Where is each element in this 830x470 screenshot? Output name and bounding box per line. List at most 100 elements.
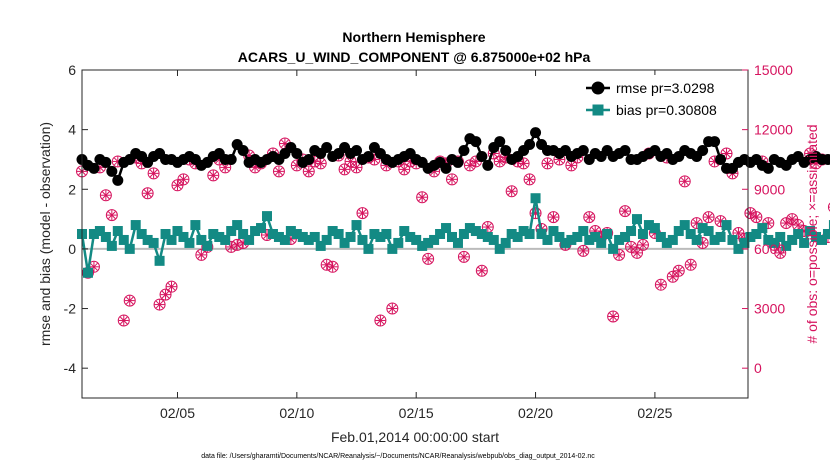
- obs-possible-point: [475, 264, 488, 277]
- bias-point: [429, 234, 440, 245]
- bias-point: [291, 229, 302, 239]
- rmse-point: [351, 145, 363, 157]
- asterisk-stroke: [424, 254, 432, 263]
- asterisk-stroke: [155, 300, 164, 309]
- obs-possible-point: [678, 175, 691, 188]
- obs-possible-point: [422, 252, 435, 265]
- asterisk-stroke: [692, 219, 701, 227]
- bias-point: [793, 229, 804, 239]
- bias-point: [470, 226, 481, 237]
- bias-point: [160, 229, 171, 239]
- bias-point: [100, 231, 111, 242]
- obs-assimilated-point: [291, 160, 302, 171]
- bias-point: [817, 234, 827, 245]
- bias-point: [441, 223, 452, 234]
- series-layer: [76, 127, 830, 327]
- asterisk-stroke: [119, 316, 128, 325]
- rmse-point: [470, 136, 482, 148]
- bias-point: [297, 231, 308, 242]
- obs-possible-point: [302, 165, 315, 178]
- bias-point: [739, 237, 750, 248]
- obs-assimilated-point: [458, 251, 469, 262]
- bias-point: [787, 234, 798, 245]
- bias-point: [166, 234, 177, 245]
- bias-point: [524, 229, 535, 239]
- rmse-point: [709, 136, 721, 148]
- asterisk-stroke: [782, 219, 791, 227]
- bias-point: [530, 193, 541, 204]
- obs-assimilated-point: [315, 158, 326, 169]
- obs-assimilated-point: [160, 289, 171, 300]
- obs-assimilated-point: [608, 311, 619, 322]
- obs-possible-point: [774, 246, 787, 259]
- asterisk-stroke: [680, 177, 689, 186]
- y-axis-left-label: rmse and bias (model - observation): [37, 122, 53, 346]
- y-left-tick-label: -2: [64, 301, 77, 317]
- obs-possible-point: [720, 147, 733, 160]
- bias-point: [679, 220, 690, 231]
- rmse-point: [88, 162, 100, 174]
- y-right-tick-label: 6000: [754, 241, 785, 257]
- bias-point: [482, 231, 493, 242]
- obs-assimilated-point: [118, 315, 129, 326]
- obs-assimilated-point: [208, 170, 219, 181]
- obs-possible-point: [123, 294, 136, 307]
- legend-bias-marker: [592, 104, 604, 116]
- obs-assimilated-point: [679, 176, 690, 187]
- bias-point: [172, 226, 183, 237]
- asterisk-stroke: [621, 207, 629, 215]
- bias-point: [88, 229, 99, 239]
- obs-assimilated-point: [775, 247, 786, 258]
- rmse-point: [237, 145, 249, 157]
- obs-possible-point: [207, 169, 220, 182]
- asterisk-stroke: [161, 290, 170, 299]
- obs-assimilated-point: [100, 190, 111, 201]
- bias-point: [375, 231, 386, 242]
- y-left-tick-label: 0: [68, 241, 76, 257]
- bias-point: [369, 229, 380, 239]
- asterisk-stroke: [507, 187, 516, 196]
- asterisk-stroke: [525, 175, 534, 184]
- bias-point: [590, 231, 601, 242]
- legend-bias-label: bias pr=0.30808: [616, 102, 717, 118]
- obs-possible-point: [350, 161, 363, 174]
- obs-possible-point: [636, 238, 649, 251]
- bias-point: [250, 226, 261, 237]
- rmse-point: [476, 150, 488, 162]
- bias-point: [643, 220, 654, 231]
- legend: rmse pr=3.0298 bias pr=0.30808: [582, 75, 742, 121]
- obs-possible-point: [195, 248, 208, 261]
- obs-assimilated-point: [375, 315, 386, 326]
- y-left-tick-label: 6: [68, 62, 76, 78]
- bias-point: [596, 237, 607, 248]
- asterisk-stroke: [221, 163, 230, 172]
- obs-assimilated-point: [172, 180, 183, 191]
- bias-point: [273, 231, 284, 242]
- asterisk-stroke: [173, 181, 182, 190]
- plot-frame: [81, 69, 749, 399]
- bias-point: [232, 220, 243, 231]
- obs-assimilated-point: [387, 303, 398, 314]
- bias-point: [673, 226, 684, 237]
- bias-point: [661, 237, 672, 248]
- bias-point: [608, 243, 619, 254]
- asterisk-stroke: [466, 161, 474, 170]
- legend-rmse-label: rmse pr=3.0298: [616, 80, 715, 96]
- obs-assimilated-point: [273, 166, 284, 177]
- bias-point: [691, 234, 702, 245]
- obs-assimilated-point: [542, 158, 553, 169]
- bias-point: [321, 234, 332, 245]
- obs-assimilated-point: [626, 241, 637, 252]
- obs-possible-point: [583, 211, 596, 224]
- legend-rmse-marker: [591, 81, 605, 95]
- bias-point: [411, 234, 422, 245]
- bias-point: [626, 226, 637, 237]
- bias-point: [536, 229, 547, 239]
- bias-point: [423, 237, 434, 248]
- bias-point: [667, 234, 678, 245]
- obs-possible-point: [416, 191, 429, 204]
- obs-possible-point: [117, 314, 130, 327]
- bias-point: [220, 234, 231, 245]
- asterisk-stroke: [585, 213, 594, 221]
- bias-point: [518, 226, 529, 237]
